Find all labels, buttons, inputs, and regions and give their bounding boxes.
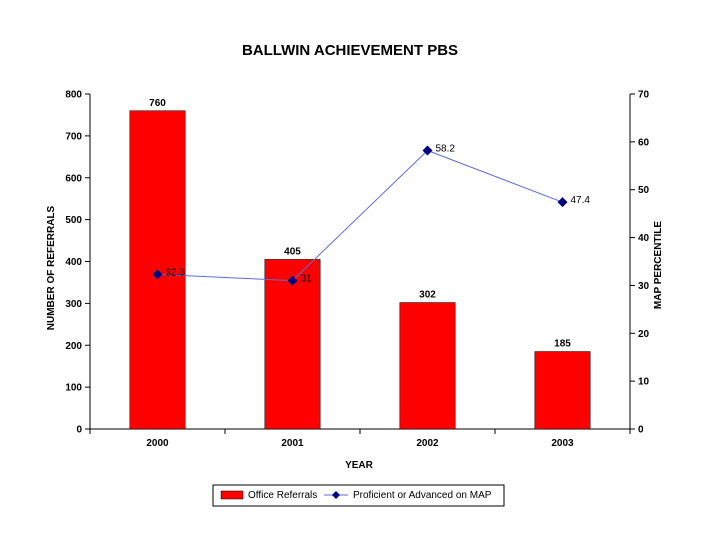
x-axis-ticks: 2000 2001 2002 2003 — [89, 429, 631, 449]
map-line — [157, 149, 563, 282]
bar-data-label: 185 — [554, 339, 571, 350]
bar — [534, 351, 591, 430]
x-tick-label: 2002 — [416, 438, 439, 449]
line-data-label: 47.4 — [571, 195, 591, 206]
y-axis-title: NUMBER OF REFERRALS — [46, 205, 57, 330]
y2-tick-label: 70 — [638, 90, 650, 101]
y-tick-label: 800 — [65, 90, 82, 101]
line-point-diamond-icon — [422, 145, 433, 156]
y2-tick-label: 20 — [638, 329, 650, 340]
bar — [399, 302, 456, 430]
y-tick-label: 100 — [65, 383, 82, 394]
line-series: 32.3 31 58.2 47.4 — [152, 143, 591, 286]
y2-tick-label: 0 — [638, 425, 644, 436]
bar-series: 760 405 302 185 — [129, 98, 591, 430]
line-point-diamond-icon — [287, 275, 298, 286]
legend-label-office-referrals: Office Referrals — [248, 490, 317, 501]
x-tick-label: 2001 — [281, 438, 304, 449]
y2-tick-label: 40 — [638, 233, 650, 244]
y-tick-label: 600 — [65, 173, 82, 184]
y2-tick-label: 60 — [638, 137, 650, 148]
x-tick-label: 2003 — [551, 438, 574, 449]
legend-swatch-office-referrals — [220, 490, 244, 500]
y-tick-label: 400 — [65, 257, 82, 268]
x-tick-label: 2000 — [146, 438, 169, 449]
bar-data-label: 302 — [419, 290, 436, 301]
line-data-label: 31 — [301, 274, 313, 285]
line-point-diamond-icon — [557, 197, 568, 208]
line-data-label: 32.3 — [166, 267, 186, 278]
bar — [264, 259, 321, 430]
line-point-diamond-icon — [152, 269, 163, 280]
y2-tick-label: 50 — [638, 185, 650, 196]
y2-axis-title: MAP PERCENTILE — [653, 221, 664, 309]
right-axis-ticks: 0 10 20 30 40 50 60 70 — [630, 90, 650, 436]
line-data-label: 58.2 — [436, 143, 456, 154]
y-tick-label: 300 — [65, 299, 82, 310]
y-tick-label: 700 — [65, 131, 82, 142]
legend-label-map-proficient: Proficient or Advanced on MAP — [353, 490, 492, 501]
left-axis-ticks: 0 100 200 300 400 500 600 700 800 — [65, 90, 90, 436]
y-tick-label: 500 — [65, 215, 82, 226]
y2-tick-label: 10 — [638, 377, 650, 388]
y-tick-label: 200 — [65, 341, 82, 352]
chart-title: BALLWIN ACHIEVEMENT PBS — [242, 42, 458, 59]
bar-data-label: 760 — [149, 98, 166, 109]
x-axis-title: YEAR — [345, 460, 374, 471]
legend-swatch-diamond-icon — [332, 491, 340, 499]
y-tick-label: 0 — [76, 425, 82, 436]
legend: Office Referrals Proficient or Advanced … — [212, 484, 505, 507]
bar-data-label: 405 — [284, 246, 301, 257]
y2-tick-label: 30 — [638, 281, 650, 292]
legend-box — [212, 484, 505, 507]
